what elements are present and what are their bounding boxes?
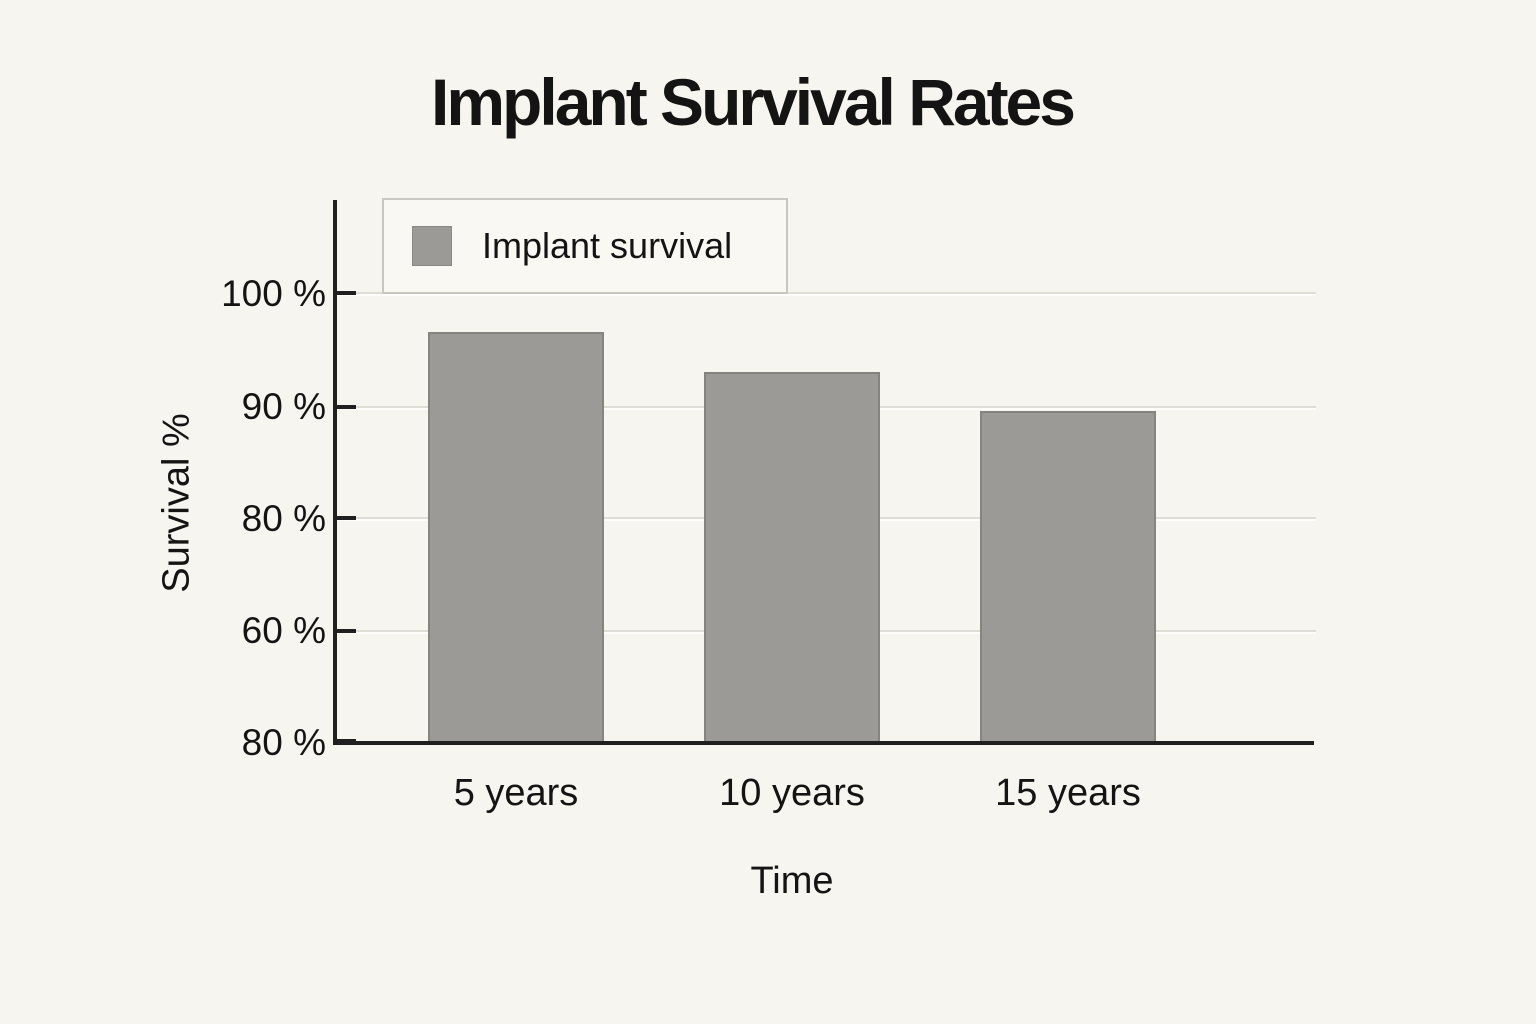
- legend: Implant survival: [382, 198, 788, 294]
- x-tick-label-10-years: 10 years: [719, 772, 865, 814]
- y-tick-mark: [337, 516, 356, 520]
- y-tick-label: 60 %: [241, 610, 326, 651]
- legend-swatch: [412, 226, 452, 266]
- y-tick-label: 90 %: [241, 386, 326, 427]
- x-axis-title: Time: [750, 860, 834, 902]
- y-axis-title: Survival %: [155, 413, 198, 593]
- bar-10-years: [704, 372, 880, 743]
- x-tick-label-15-years: 15 years: [995, 772, 1141, 814]
- y-tick-label: 80 %: [241, 722, 326, 763]
- x-axis-line: [333, 741, 1314, 745]
- gridline-100: [337, 292, 1316, 294]
- bar-15-years: [980, 411, 1156, 743]
- y-tick-label: 100 %: [221, 273, 326, 314]
- chart-title: Implant Survival Rates: [431, 65, 1076, 139]
- y-tick-label: 80 %: [241, 498, 326, 539]
- x-tick-label-5-years: 5 years: [453, 772, 579, 814]
- y-tick-mark: [337, 739, 356, 743]
- y-axis-line: [333, 200, 337, 745]
- legend-label: Implant survival: [482, 225, 733, 266]
- bar-5-years: [428, 332, 604, 743]
- y-tick-mark: [337, 629, 356, 633]
- y-tick-mark: [337, 405, 356, 409]
- y-tick-mark: [337, 291, 356, 295]
